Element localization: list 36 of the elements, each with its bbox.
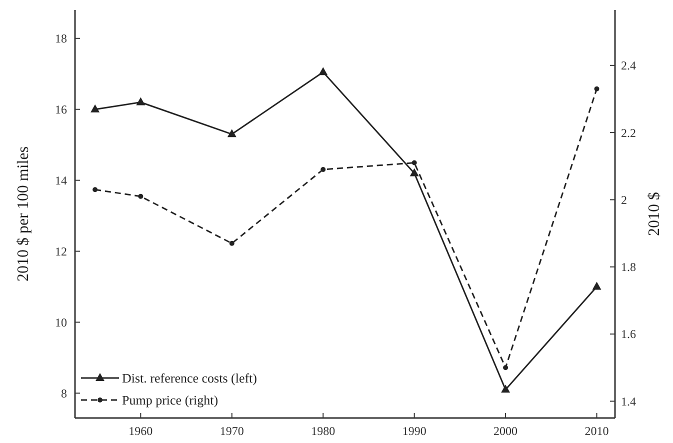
- y-tick-label: 18: [55, 32, 67, 46]
- point: [227, 129, 236, 138]
- y2-tick-label: 2: [621, 192, 627, 207]
- y2-tick-label: 1.4: [621, 394, 636, 408]
- point: [318, 67, 328, 76]
- point: [412, 160, 417, 166]
- y2-tick-label: 1.8: [621, 260, 636, 274]
- point: [136, 97, 146, 106]
- y2-axis-title: 2010 $: [646, 192, 663, 236]
- y-axis-title: 2010 $ per 100 miles: [15, 146, 32, 282]
- point: [320, 167, 326, 172]
- y2-tick-label: 2.2: [621, 126, 636, 140]
- point: [503, 365, 508, 370]
- x-tick-label: 1970: [220, 424, 244, 438]
- x-tick-label: 1990: [402, 424, 426, 438]
- y-tick-label: 12: [55, 244, 67, 258]
- point: [90, 104, 100, 112]
- x-tick-label: 2000: [494, 424, 518, 438]
- legend-label: Pump price (right): [122, 392, 218, 408]
- y-tick-label: 14: [55, 173, 67, 188]
- y2-tick-label: 2.4: [621, 58, 636, 73]
- point: [229, 240, 234, 246]
- y-tick-label: 8: [61, 386, 67, 400]
- x-tick-label: 1980: [311, 424, 336, 438]
- point: [410, 168, 419, 176]
- point: [92, 187, 98, 192]
- point: [592, 282, 602, 290]
- legend-label: Dist. reference costs (left): [122, 370, 257, 386]
- y-tick-label: 16: [55, 102, 67, 117]
- y2-tick-label: 1.6: [621, 327, 636, 342]
- point: [501, 384, 510, 393]
- x-tick-label: 1960: [128, 424, 153, 438]
- point: [138, 194, 144, 199]
- x-tick-label: 2010: [584, 424, 609, 438]
- point: [594, 86, 600, 92]
- y-tick-label: 10: [55, 315, 67, 330]
